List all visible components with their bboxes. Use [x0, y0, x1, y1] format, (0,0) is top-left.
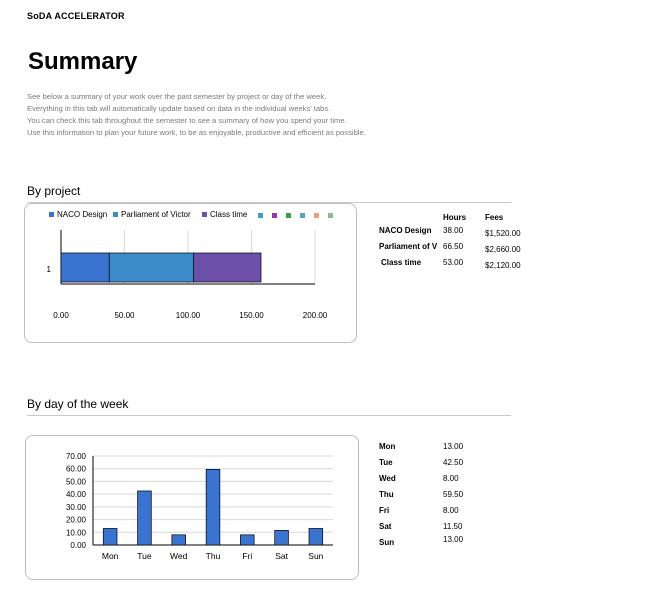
bar [171, 534, 186, 546]
fees-header: Fees [485, 213, 504, 222]
y-tick-label: 10.00 [66, 528, 87, 537]
legend-swatch [328, 213, 333, 218]
day-name: Wed [379, 474, 396, 483]
bar-segment [193, 252, 262, 283]
intro-line: You can check this tab throughout the se… [27, 116, 347, 125]
day-name: Sat [379, 522, 392, 531]
day-name: Tue [379, 458, 393, 467]
day-chart-panel[interactable]: 0.00 10.00 20.00 30.00 40.00 50.00 60.00 70.00 M… [25, 435, 359, 580]
project-fees: $1,520.00 [485, 229, 521, 238]
y-tick-label: 30.00 [66, 503, 87, 512]
x-tick-label: Thu [206, 551, 221, 561]
x-tick-label: 50.00 [114, 311, 135, 320]
y-tick-label: 40.00 [66, 490, 87, 499]
day-hours: 13.00 [443, 535, 464, 544]
legend-swatch [202, 212, 207, 217]
legend-swatch [272, 213, 277, 218]
y-tick-label: 70.00 [66, 452, 87, 461]
legend-item: Class time [202, 210, 247, 219]
legend-item: NACO Design [49, 210, 107, 219]
project-fees: $2,120.00 [485, 261, 521, 270]
legend-swatch [300, 213, 305, 218]
day-name: Sun [379, 538, 395, 547]
y-tick-label: 1 [47, 265, 52, 274]
legend-swatch [286, 213, 291, 218]
x-tick-label: 150.00 [239, 311, 264, 320]
y-tick-label: 0.00 [70, 541, 86, 550]
y-tick-label: 50.00 [66, 477, 87, 486]
legend-item: Parliament of Victor [113, 210, 191, 219]
by-project-heading: By project [27, 184, 81, 198]
legend-swatch [258, 213, 263, 218]
section-divider [27, 415, 511, 416]
legend-swatch [314, 213, 319, 218]
project-name: NACO Design [379, 226, 432, 235]
project-chart-legend: NACO Design Parliament of Victor Class t… [25, 210, 356, 222]
bar [137, 490, 152, 546]
x-tick-label: Fri [242, 551, 252, 561]
day-hours: 8.00 [443, 474, 459, 483]
project-chart-panel[interactable]: NACO Design Parliament of Victor Class t… [24, 203, 357, 343]
day-hours: 13.00 [443, 442, 464, 451]
intro-text: See below a summary of your work over th… [27, 91, 366, 139]
y-tick-label: 20.00 [66, 516, 87, 525]
x-tick-label: 200.00 [303, 311, 328, 320]
page-title: Summary [28, 48, 138, 75]
bar [274, 530, 289, 546]
day-hours: 11.50 [443, 522, 463, 531]
project-hours: 38.00 [443, 226, 464, 235]
project-fees: $2,660.00 [485, 245, 521, 254]
x-tick-label: 0.00 [53, 311, 69, 320]
bar [308, 528, 324, 546]
day-name: Mon [379, 442, 396, 451]
x-tick-label: Wed [170, 551, 188, 561]
bar [240, 534, 255, 546]
day-name: Thu [379, 490, 394, 499]
x-tick-label: Mon [102, 551, 119, 561]
y-tick-label: 60.00 [66, 465, 87, 474]
day-name: Fri [379, 506, 390, 515]
day-hours: 42.50 [443, 458, 464, 467]
legend-label: Parliament of Victor [121, 210, 191, 219]
day-hours: 59.50 [443, 490, 464, 499]
by-day-heading: By day of the week [27, 397, 129, 411]
legend-label: NACO Design [57, 210, 108, 219]
brand-label: SoDA ACCELERATOR [27, 11, 125, 21]
bar-segment [60, 252, 110, 283]
intro-line: Use this information to plan your future… [27, 128, 366, 137]
x-tick-label: Tue [137, 551, 152, 561]
legend-swatch [49, 212, 54, 217]
x-tick-label: Sun [308, 551, 323, 561]
section-divider [27, 202, 511, 203]
day-bar-chart: 0.00 10.00 20.00 30.00 40.00 50.00 60.00 70.00 M… [66, 452, 333, 561]
project-name: Parliament of V [379, 242, 438, 251]
project-hours: 66.50 [443, 242, 464, 251]
hours-header: Hours [443, 213, 467, 222]
legend-label: Class time [210, 210, 248, 219]
x-tick-label: Sat [275, 551, 288, 561]
bar [102, 528, 118, 546]
project-name: Class time [381, 258, 422, 267]
legend-swatch [113, 212, 118, 217]
project-stacked-bar-chart: 0.00 50.00 100.00 150.00 200.00 1 [47, 230, 328, 320]
bar [205, 468, 221, 546]
intro-line: Everything in this tab will automaticall… [27, 104, 331, 113]
intro-line: See below a summary of your work over th… [27, 92, 327, 101]
day-hours: 8.00 [443, 506, 459, 515]
project-hours: 53.00 [443, 258, 464, 267]
bar-segment [108, 252, 195, 283]
x-tick-label: 100.00 [176, 311, 201, 320]
